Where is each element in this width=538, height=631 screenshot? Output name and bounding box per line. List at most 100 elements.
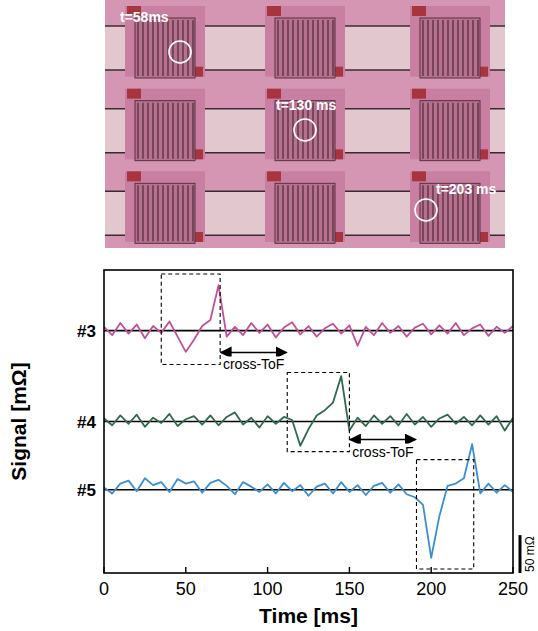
- finger: [182, 185, 183, 241]
- time-label: t=203 ms: [436, 181, 497, 197]
- x-tick: [431, 567, 432, 573]
- pad: [412, 171, 426, 181]
- event-box: [161, 274, 220, 364]
- finger: [182, 20, 183, 76]
- finger: [142, 103, 143, 159]
- event-box: [416, 460, 473, 569]
- finger: [462, 103, 463, 159]
- finger: [147, 185, 148, 241]
- scale-bar: [519, 535, 522, 573]
- baseline: [104, 489, 513, 491]
- finger: [297, 20, 298, 76]
- x-tick: [103, 567, 104, 573]
- finger: [327, 20, 328, 76]
- series-label: #4: [77, 413, 96, 432]
- finger: [297, 185, 298, 241]
- finger: [182, 103, 183, 159]
- finger: [437, 103, 438, 159]
- signal-trace: [104, 285, 513, 352]
- finger: [447, 103, 448, 159]
- x-tick-label: 200: [416, 579, 446, 599]
- finger: [172, 185, 173, 241]
- finger: [307, 185, 308, 241]
- tof-label: cross-ToF: [352, 444, 413, 460]
- electrode: [420, 101, 480, 161]
- finger: [447, 20, 448, 76]
- plot-frame: [104, 270, 513, 573]
- x-tick: [512, 567, 513, 573]
- finger: [142, 20, 143, 76]
- finger: [167, 103, 168, 159]
- signal-trace: [104, 376, 513, 446]
- finger: [432, 103, 433, 159]
- finger: [167, 185, 168, 241]
- finger: [152, 103, 153, 159]
- micrograph-background: [105, 0, 505, 248]
- finger: [432, 20, 433, 76]
- electrode: [420, 18, 480, 78]
- micrograph: t=58mst=130 mst=203 ms: [105, 0, 505, 248]
- y-axis-title: Signal [mΩ]: [7, 362, 30, 480]
- series-label: #5: [77, 481, 96, 500]
- baseline: [104, 330, 513, 332]
- pad: [127, 89, 141, 99]
- finger: [467, 20, 468, 76]
- label-patch: [221, 356, 286, 372]
- finger: [332, 185, 333, 241]
- finger: [312, 185, 313, 241]
- finger: [322, 185, 323, 241]
- finger: [177, 103, 178, 159]
- finger: [287, 185, 288, 241]
- pad: [267, 6, 281, 16]
- x-tick: [267, 567, 268, 573]
- finger: [167, 20, 168, 76]
- finger: [452, 20, 453, 76]
- finger: [187, 185, 188, 241]
- pad: [412, 6, 426, 16]
- finger: [277, 20, 278, 76]
- finger: [437, 20, 438, 76]
- traces: [104, 285, 513, 558]
- finger: [427, 103, 428, 159]
- finger: [162, 185, 163, 241]
- finger: [157, 20, 158, 76]
- pad: [267, 171, 281, 181]
- finger: [172, 103, 173, 159]
- baseline: [104, 421, 513, 423]
- finger: [302, 20, 303, 76]
- finger: [457, 103, 458, 159]
- finger: [472, 20, 473, 76]
- figure: t=58mst=130 mst=203 mscross-ToFcross-ToF…: [0, 0, 538, 631]
- tof-label: cross-ToF: [223, 356, 284, 372]
- time-label: t=130 ms: [276, 97, 337, 113]
- x-tick: [185, 567, 186, 573]
- finger: [147, 20, 148, 76]
- finger: [317, 20, 318, 76]
- finger: [292, 185, 293, 241]
- x-tick-label: 0: [99, 579, 109, 599]
- finger: [442, 103, 443, 159]
- finger: [477, 20, 478, 76]
- finger: [422, 185, 423, 241]
- finger: [177, 185, 178, 241]
- finger: [192, 103, 193, 159]
- tof-arrow: [350, 439, 415, 441]
- finger: [422, 103, 423, 159]
- signal-trace: [104, 444, 513, 558]
- finger: [452, 103, 453, 159]
- x-tick-label: 50: [176, 579, 196, 599]
- finger: [162, 20, 163, 76]
- finger: [327, 185, 328, 241]
- x-tick-label: 150: [334, 579, 364, 599]
- label-patch: [350, 444, 415, 460]
- finger: [152, 20, 153, 76]
- electrode: [135, 101, 195, 161]
- finger: [282, 185, 283, 241]
- finger: [427, 20, 428, 76]
- finger: [192, 185, 193, 241]
- finger: [187, 20, 188, 76]
- finger: [427, 185, 428, 241]
- electrode: [135, 18, 195, 78]
- finger: [142, 185, 143, 241]
- finger: [432, 185, 433, 241]
